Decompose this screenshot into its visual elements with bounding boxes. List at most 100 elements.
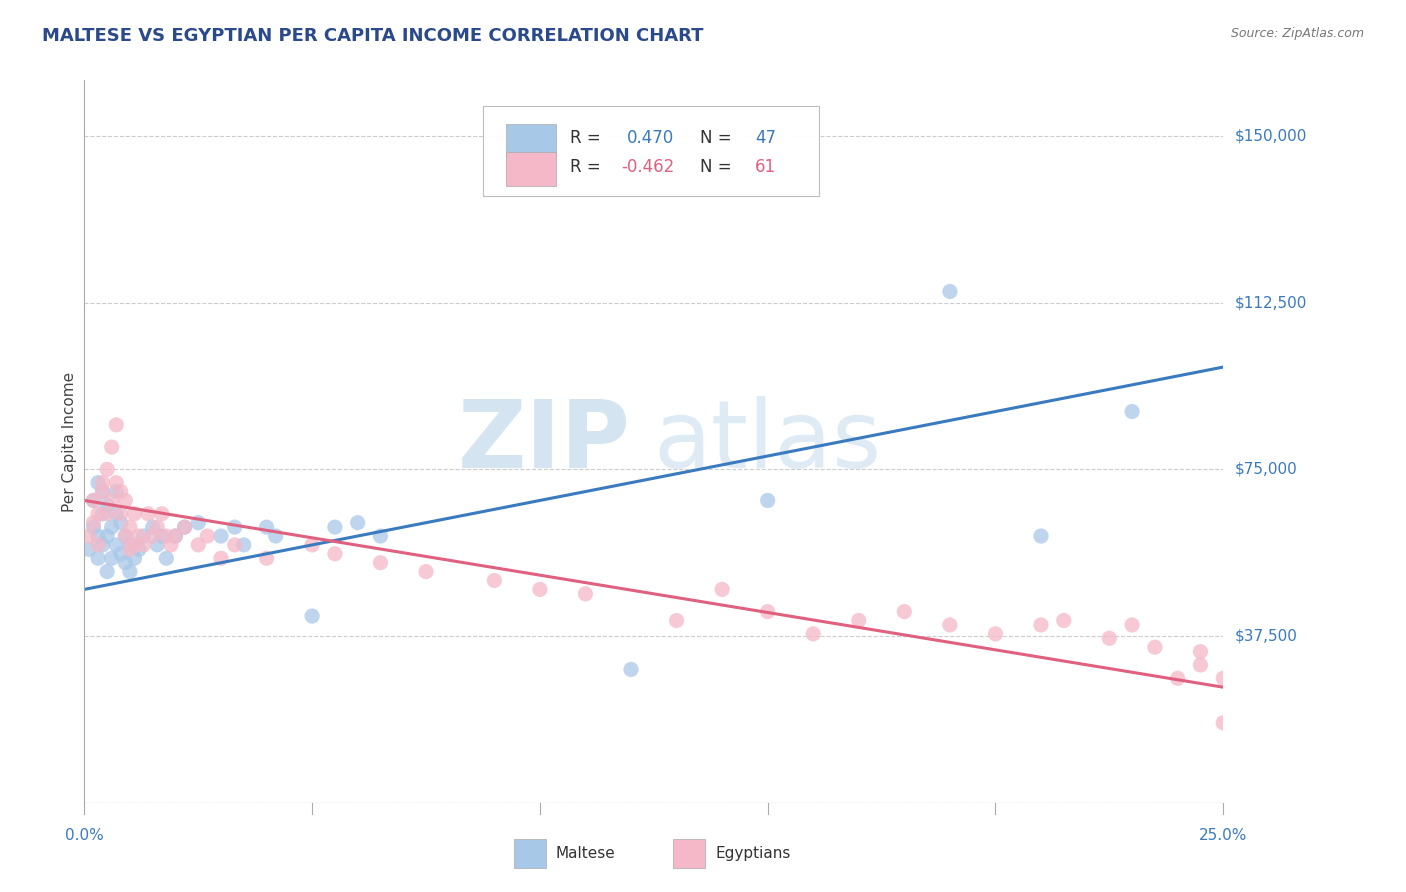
Point bbox=[1143, 640, 1166, 655]
Point bbox=[96, 529, 118, 543]
Point bbox=[128, 529, 150, 543]
Point bbox=[1212, 671, 1234, 685]
Point bbox=[114, 529, 136, 543]
Point bbox=[96, 507, 118, 521]
Point bbox=[195, 529, 218, 543]
FancyBboxPatch shape bbox=[513, 838, 546, 868]
Text: 25.0%: 25.0% bbox=[1199, 828, 1247, 843]
Point bbox=[173, 520, 195, 534]
FancyBboxPatch shape bbox=[506, 153, 555, 186]
Point bbox=[150, 507, 173, 521]
Text: 0.470: 0.470 bbox=[627, 129, 673, 147]
Point bbox=[91, 538, 114, 552]
Point bbox=[256, 551, 278, 566]
Point bbox=[1212, 715, 1234, 730]
Point bbox=[124, 507, 146, 521]
Point bbox=[82, 520, 104, 534]
Point bbox=[939, 618, 962, 632]
Point bbox=[91, 484, 114, 499]
Point bbox=[128, 542, 150, 557]
Point bbox=[96, 565, 118, 579]
Point bbox=[801, 627, 824, 641]
Point bbox=[96, 462, 118, 476]
Text: atlas: atlas bbox=[654, 395, 882, 488]
Point bbox=[1189, 645, 1212, 659]
Text: MALTESE VS EGYPTIAN PER CAPITA INCOME CORRELATION CHART: MALTESE VS EGYPTIAN PER CAPITA INCOME CO… bbox=[42, 27, 703, 45]
Point bbox=[1029, 529, 1052, 543]
Point bbox=[136, 507, 159, 521]
Point bbox=[984, 627, 1007, 641]
Point bbox=[110, 507, 132, 521]
Point bbox=[155, 529, 177, 543]
Point bbox=[114, 529, 136, 543]
Point bbox=[82, 493, 104, 508]
Point bbox=[114, 556, 136, 570]
Point bbox=[1167, 671, 1189, 685]
Point bbox=[87, 507, 110, 521]
Point bbox=[91, 475, 114, 490]
Point bbox=[77, 529, 100, 543]
Point bbox=[100, 493, 122, 508]
Point bbox=[77, 542, 100, 557]
Text: $37,500: $37,500 bbox=[1234, 629, 1298, 643]
Text: -0.462: -0.462 bbox=[621, 159, 673, 177]
Point bbox=[574, 587, 596, 601]
Point bbox=[142, 529, 165, 543]
Point bbox=[142, 520, 165, 534]
Point bbox=[165, 529, 187, 543]
Text: 47: 47 bbox=[755, 129, 776, 147]
Point bbox=[118, 538, 141, 552]
Point bbox=[155, 551, 177, 566]
Point bbox=[91, 484, 114, 499]
Point bbox=[173, 520, 195, 534]
Text: Maltese: Maltese bbox=[555, 846, 616, 861]
Point bbox=[484, 574, 506, 588]
Text: ZIP: ZIP bbox=[458, 395, 631, 488]
Point bbox=[323, 520, 346, 534]
FancyBboxPatch shape bbox=[484, 105, 818, 196]
Point bbox=[756, 493, 779, 508]
Point bbox=[100, 520, 122, 534]
Text: $112,500: $112,500 bbox=[1234, 295, 1306, 310]
Point bbox=[323, 547, 346, 561]
Point bbox=[665, 614, 688, 628]
Point bbox=[756, 605, 779, 619]
Point bbox=[301, 538, 323, 552]
Point bbox=[620, 662, 643, 676]
Point bbox=[132, 529, 155, 543]
Text: N =: N = bbox=[700, 159, 737, 177]
Point bbox=[105, 538, 128, 552]
Point bbox=[118, 520, 141, 534]
Point bbox=[132, 538, 155, 552]
Text: R =: R = bbox=[569, 129, 606, 147]
Point bbox=[105, 507, 128, 521]
Point bbox=[529, 582, 551, 597]
Point bbox=[848, 614, 870, 628]
Point bbox=[893, 605, 915, 619]
Point bbox=[1121, 618, 1143, 632]
Point bbox=[146, 538, 169, 552]
Point bbox=[118, 542, 141, 557]
Point bbox=[91, 507, 114, 521]
Point bbox=[1029, 618, 1052, 632]
Text: N =: N = bbox=[700, 129, 737, 147]
Point bbox=[370, 556, 392, 570]
Text: $150,000: $150,000 bbox=[1234, 128, 1306, 144]
Point bbox=[87, 538, 110, 552]
Point bbox=[160, 538, 183, 552]
Point bbox=[187, 538, 209, 552]
Point bbox=[1121, 404, 1143, 418]
Point bbox=[105, 417, 128, 432]
Point bbox=[209, 551, 232, 566]
Point bbox=[150, 529, 173, 543]
Point bbox=[82, 493, 104, 508]
Point bbox=[224, 538, 246, 552]
Point bbox=[100, 551, 122, 566]
Point bbox=[256, 520, 278, 534]
Text: 0.0%: 0.0% bbox=[65, 828, 104, 843]
Point bbox=[415, 565, 437, 579]
Point bbox=[165, 529, 187, 543]
Point bbox=[1189, 657, 1212, 672]
Point bbox=[1053, 614, 1076, 628]
Text: Egyptians: Egyptians bbox=[716, 846, 790, 861]
